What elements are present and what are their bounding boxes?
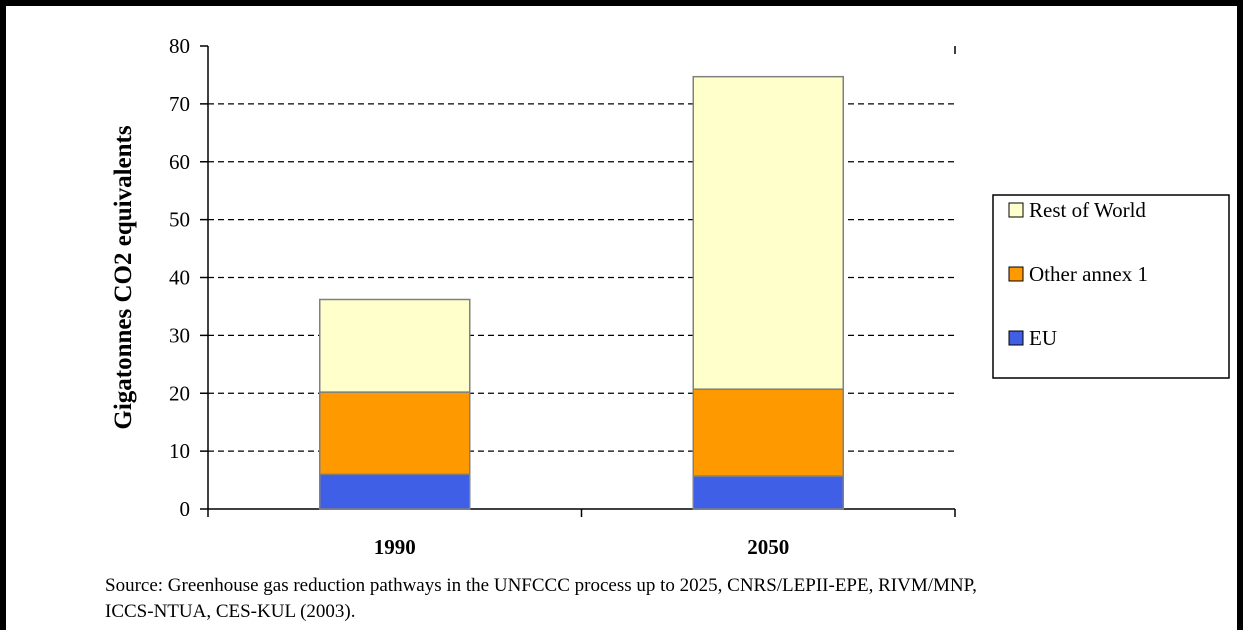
legend-label-rest-of-world: Rest of World <box>1029 198 1146 222</box>
y-tick-label-30: 30 <box>169 323 190 347</box>
legend-label-other-annex-1: Other annex 1 <box>1029 262 1148 286</box>
source-note: Source: Greenhouse gas reduction pathway… <box>105 573 1230 625</box>
y-tick-label-50: 50 <box>169 208 190 232</box>
legend-box <box>992 194 1230 379</box>
y-tick-label-0: 0 <box>180 497 191 521</box>
bar-1990-eu <box>319 473 471 510</box>
y-tick-label-70: 70 <box>169 92 190 116</box>
y-axis-title: Gigatonnes CO2 equivalents <box>110 125 137 429</box>
bar-2050-other-annex-1 <box>692 388 844 477</box>
x-tick-label-1990: 1990 <box>374 535 416 559</box>
y-tick-label-60: 60 <box>169 150 190 174</box>
y-tick-label-80: 80 <box>169 34 190 58</box>
source-line-2: ICCS-NTUA, CES-KUL (2003). <box>105 601 356 622</box>
legend-label-eu: EU <box>1029 326 1057 350</box>
y-tick-label-10: 10 <box>169 439 190 463</box>
bar-1990-rest-of-world <box>319 298 471 393</box>
y-tick-label-20: 20 <box>169 381 190 405</box>
bar-2050-rest-of-world <box>692 75 844 390</box>
legend-swatch-rest-of-world <box>1008 202 1024 218</box>
bar-1990-other-annex-1 <box>319 391 471 476</box>
legend-swatch-eu <box>1008 330 1024 346</box>
source-line-1: Source: Greenhouse gas reduction pathway… <box>105 575 977 596</box>
bar-2050-eu <box>692 475 844 510</box>
x-tick-label-2050: 2050 <box>747 535 789 559</box>
y-tick-label-40: 40 <box>169 266 190 290</box>
legend-swatch-other-annex-1 <box>1008 266 1024 282</box>
